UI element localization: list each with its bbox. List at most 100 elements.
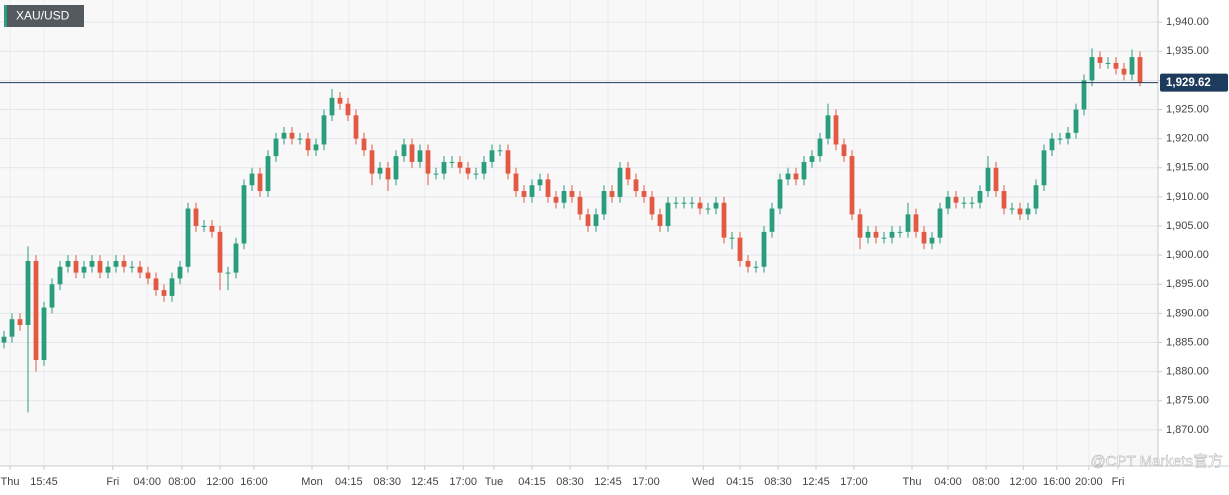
candle-body: [1009, 208, 1015, 210]
candle-body: [785, 173, 791, 180]
x-tick-label: 12:00: [206, 476, 234, 488]
y-tick-label: 1,895.00: [1166, 278, 1209, 290]
candle-body: [137, 266, 143, 273]
candle-body: [73, 260, 79, 273]
candle-body: [97, 260, 103, 273]
x-tick-label: 17:00: [449, 476, 477, 488]
plot-area: [0, 0, 1158, 466]
candle-body: [665, 202, 671, 227]
chart-title: XAU/USD: [16, 9, 70, 23]
candle-body: [209, 226, 215, 232]
candle-body: [873, 231, 879, 238]
candle-body: [153, 278, 159, 291]
candle-body: [777, 179, 783, 209]
candle-body: [545, 179, 551, 197]
x-tick-label: 15:45: [30, 476, 58, 488]
candle-body: [41, 307, 47, 360]
candle-body: [409, 144, 415, 162]
watermark: @CPT Markets官方: [1091, 453, 1223, 470]
candle-body: [177, 266, 183, 279]
x-tick-label: 17:00: [840, 476, 868, 488]
candle-body: [1089, 57, 1095, 81]
candle-body: [537, 179, 543, 186]
candle-body: [721, 202, 727, 238]
candle-body: [1033, 185, 1039, 209]
candle-body: [289, 132, 295, 139]
candle-body: [673, 202, 679, 204]
candle-body: [217, 231, 223, 273]
candle-body: [313, 144, 319, 151]
candle-body: [225, 272, 231, 274]
candle-body: [985, 167, 991, 192]
candle-body: [441, 161, 447, 174]
candle-body: [825, 115, 831, 139]
candle-body: [281, 132, 287, 139]
candle-body: [809, 156, 815, 162]
candle-body: [513, 173, 519, 192]
candle-body: [273, 138, 279, 157]
candle-body: [1121, 68, 1127, 75]
candle-body: [81, 266, 87, 273]
candle-body: [937, 208, 943, 238]
candle-body: [521, 191, 527, 197]
candle-body: [201, 226, 207, 228]
candle-body: [1129, 57, 1135, 75]
candle-body: [745, 260, 751, 267]
x-tick-label: Wed: [692, 476, 714, 488]
candle-body: [433, 173, 439, 175]
candle-body: [729, 237, 735, 239]
candle-body: [473, 173, 479, 175]
candle-body: [577, 196, 583, 215]
candle-body: [1001, 191, 1007, 209]
x-tick-label: 08:30: [556, 476, 584, 488]
candle-body: [793, 173, 799, 180]
candle-body: [769, 208, 775, 232]
axes: 1,870.00 1,875.00 1,880.00 1,885.00 1,890.00…: [0, 16, 1228, 488]
candle-body: [585, 214, 591, 227]
candle-body: [305, 138, 311, 151]
x-tick-label: 08:30: [373, 476, 401, 488]
candle-body: [329, 97, 335, 116]
x-tick-label: 04:15: [518, 476, 546, 488]
candles: [1, 48, 1143, 413]
y-tick-label: 1,910.00: [1166, 191, 1209, 203]
x-tick-label: 12:45: [594, 476, 622, 488]
last-price-label: 1,929.62: [1166, 77, 1211, 89]
candle-body: [705, 208, 711, 210]
x-tick-label: 16:00: [1043, 476, 1071, 488]
candle-body: [425, 150, 431, 174]
y-tick-label: 1,905.00: [1166, 220, 1209, 232]
candle-body: [1025, 208, 1031, 215]
candle-body: [417, 150, 423, 162]
y-tick-label: 1,925.00: [1166, 103, 1209, 115]
grid: [0, 0, 1158, 466]
candle-body: [1057, 138, 1063, 140]
candle-body: [1073, 109, 1079, 133]
candle-body: [321, 115, 327, 145]
candle-body: [241, 185, 247, 244]
last-price-box: [1160, 73, 1228, 92]
x-tick-label: 12:45: [802, 476, 830, 488]
x-tick-label: 04:15: [726, 476, 754, 488]
candle-body: [169, 278, 175, 296]
candle-body: [953, 196, 959, 203]
candle-body: [1041, 150, 1047, 186]
x-tick-label: 17:00: [632, 476, 660, 488]
candle-body: [801, 161, 807, 180]
candle-body: [681, 202, 687, 204]
y-tick-label: 1,915.00: [1166, 162, 1209, 174]
candle-body: [817, 138, 823, 157]
candle-body: [233, 243, 239, 273]
candle-body: [529, 185, 535, 197]
candle-body: [761, 231, 767, 267]
candle-body: [369, 150, 375, 174]
candle-body: [121, 260, 127, 267]
candle-body: [17, 319, 23, 326]
candle-body: [1065, 132, 1071, 139]
y-tick-label: 1,890.00: [1166, 307, 1209, 319]
candle-body: [649, 196, 655, 215]
candle-body: [265, 156, 271, 192]
candle-body: [593, 214, 599, 227]
candle-body: [1097, 57, 1103, 63]
candle-body: [25, 260, 31, 326]
